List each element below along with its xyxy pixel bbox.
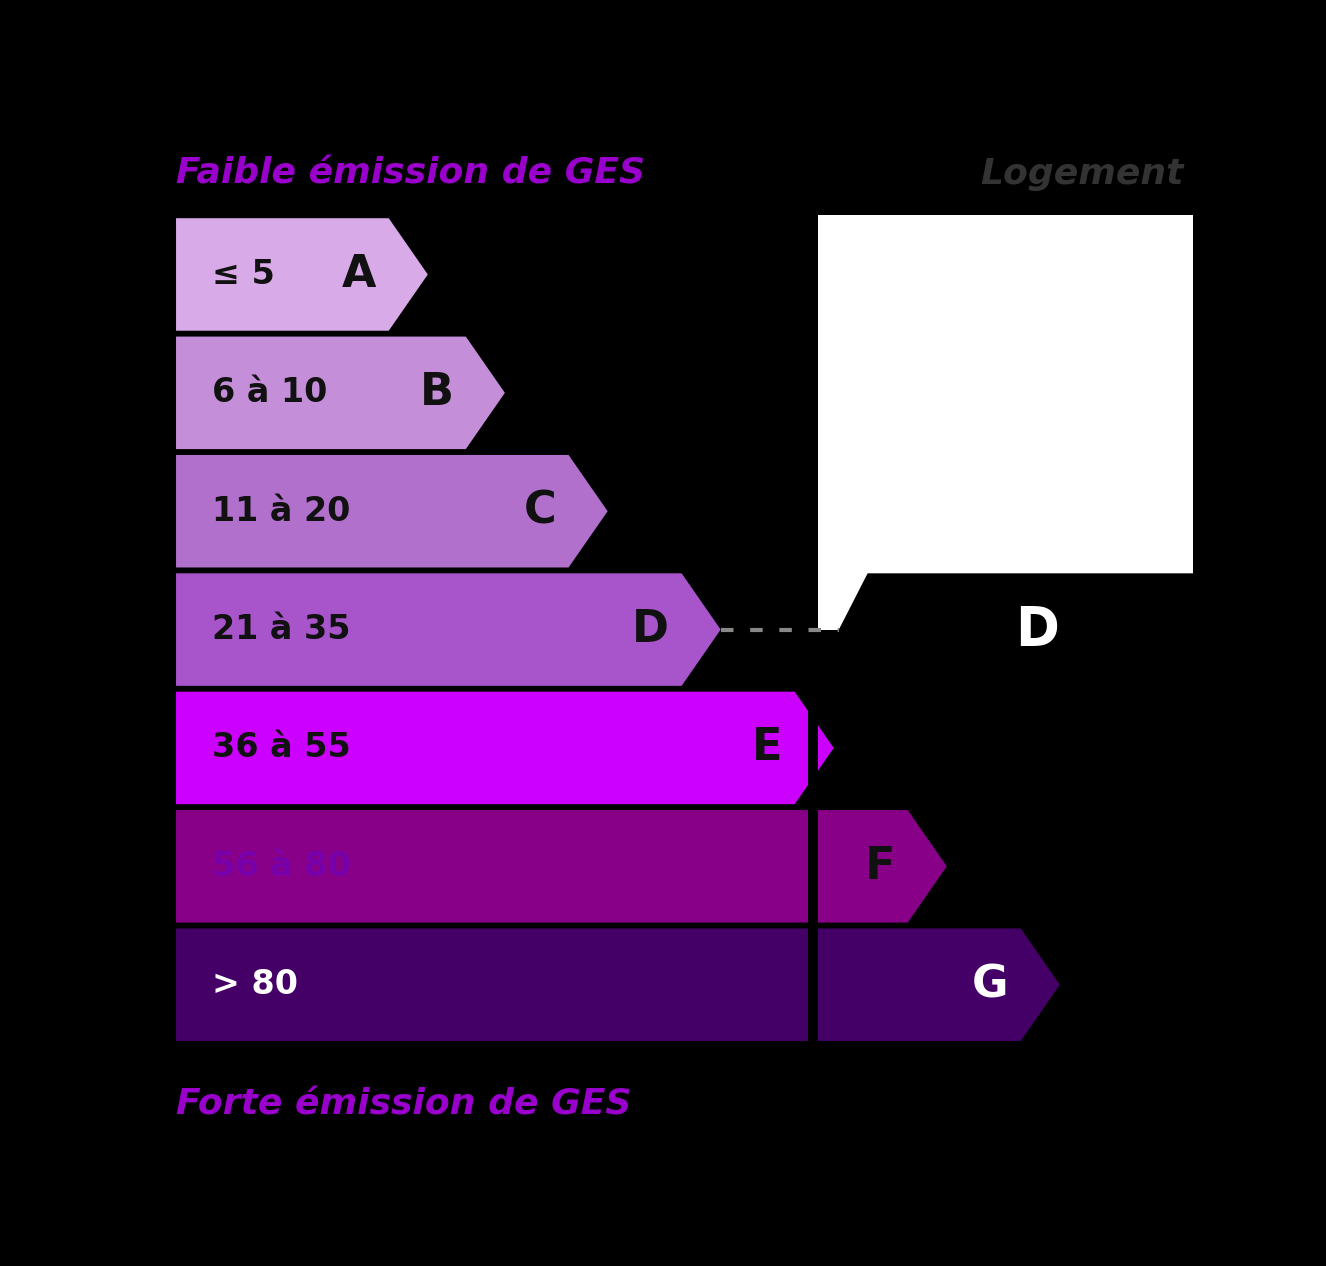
Text: G: G: [972, 963, 1009, 1006]
Text: Logement: Logement: [980, 157, 1183, 191]
Text: C: C: [524, 490, 557, 533]
Polygon shape: [176, 691, 834, 804]
Text: ≤ 5: ≤ 5: [212, 258, 274, 291]
Polygon shape: [176, 928, 1059, 1041]
Polygon shape: [176, 810, 947, 923]
Polygon shape: [176, 337, 505, 449]
Text: D: D: [633, 608, 670, 651]
Text: D: D: [1014, 604, 1058, 656]
Text: 6 à 10: 6 à 10: [212, 376, 328, 409]
Text: 11 à 20: 11 à 20: [212, 495, 350, 528]
Text: 21 à 35: 21 à 35: [212, 613, 350, 646]
Polygon shape: [176, 218, 428, 330]
Text: B: B: [419, 371, 453, 414]
Bar: [818, 215, 1193, 629]
Polygon shape: [176, 573, 721, 686]
Text: A: A: [342, 253, 377, 296]
Text: 36 à 55: 36 à 55: [212, 732, 351, 765]
Polygon shape: [839, 573, 1193, 686]
Text: > 80: > 80: [212, 968, 298, 1001]
Text: Faible émission de GES: Faible émission de GES: [176, 157, 644, 191]
Bar: [808, 215, 818, 1044]
Polygon shape: [176, 454, 607, 567]
Text: 56 à 80: 56 à 80: [212, 849, 351, 882]
Text: E: E: [752, 727, 782, 770]
Text: F: F: [865, 844, 895, 887]
Text: Forte émission de GES: Forte émission de GES: [176, 1087, 631, 1122]
